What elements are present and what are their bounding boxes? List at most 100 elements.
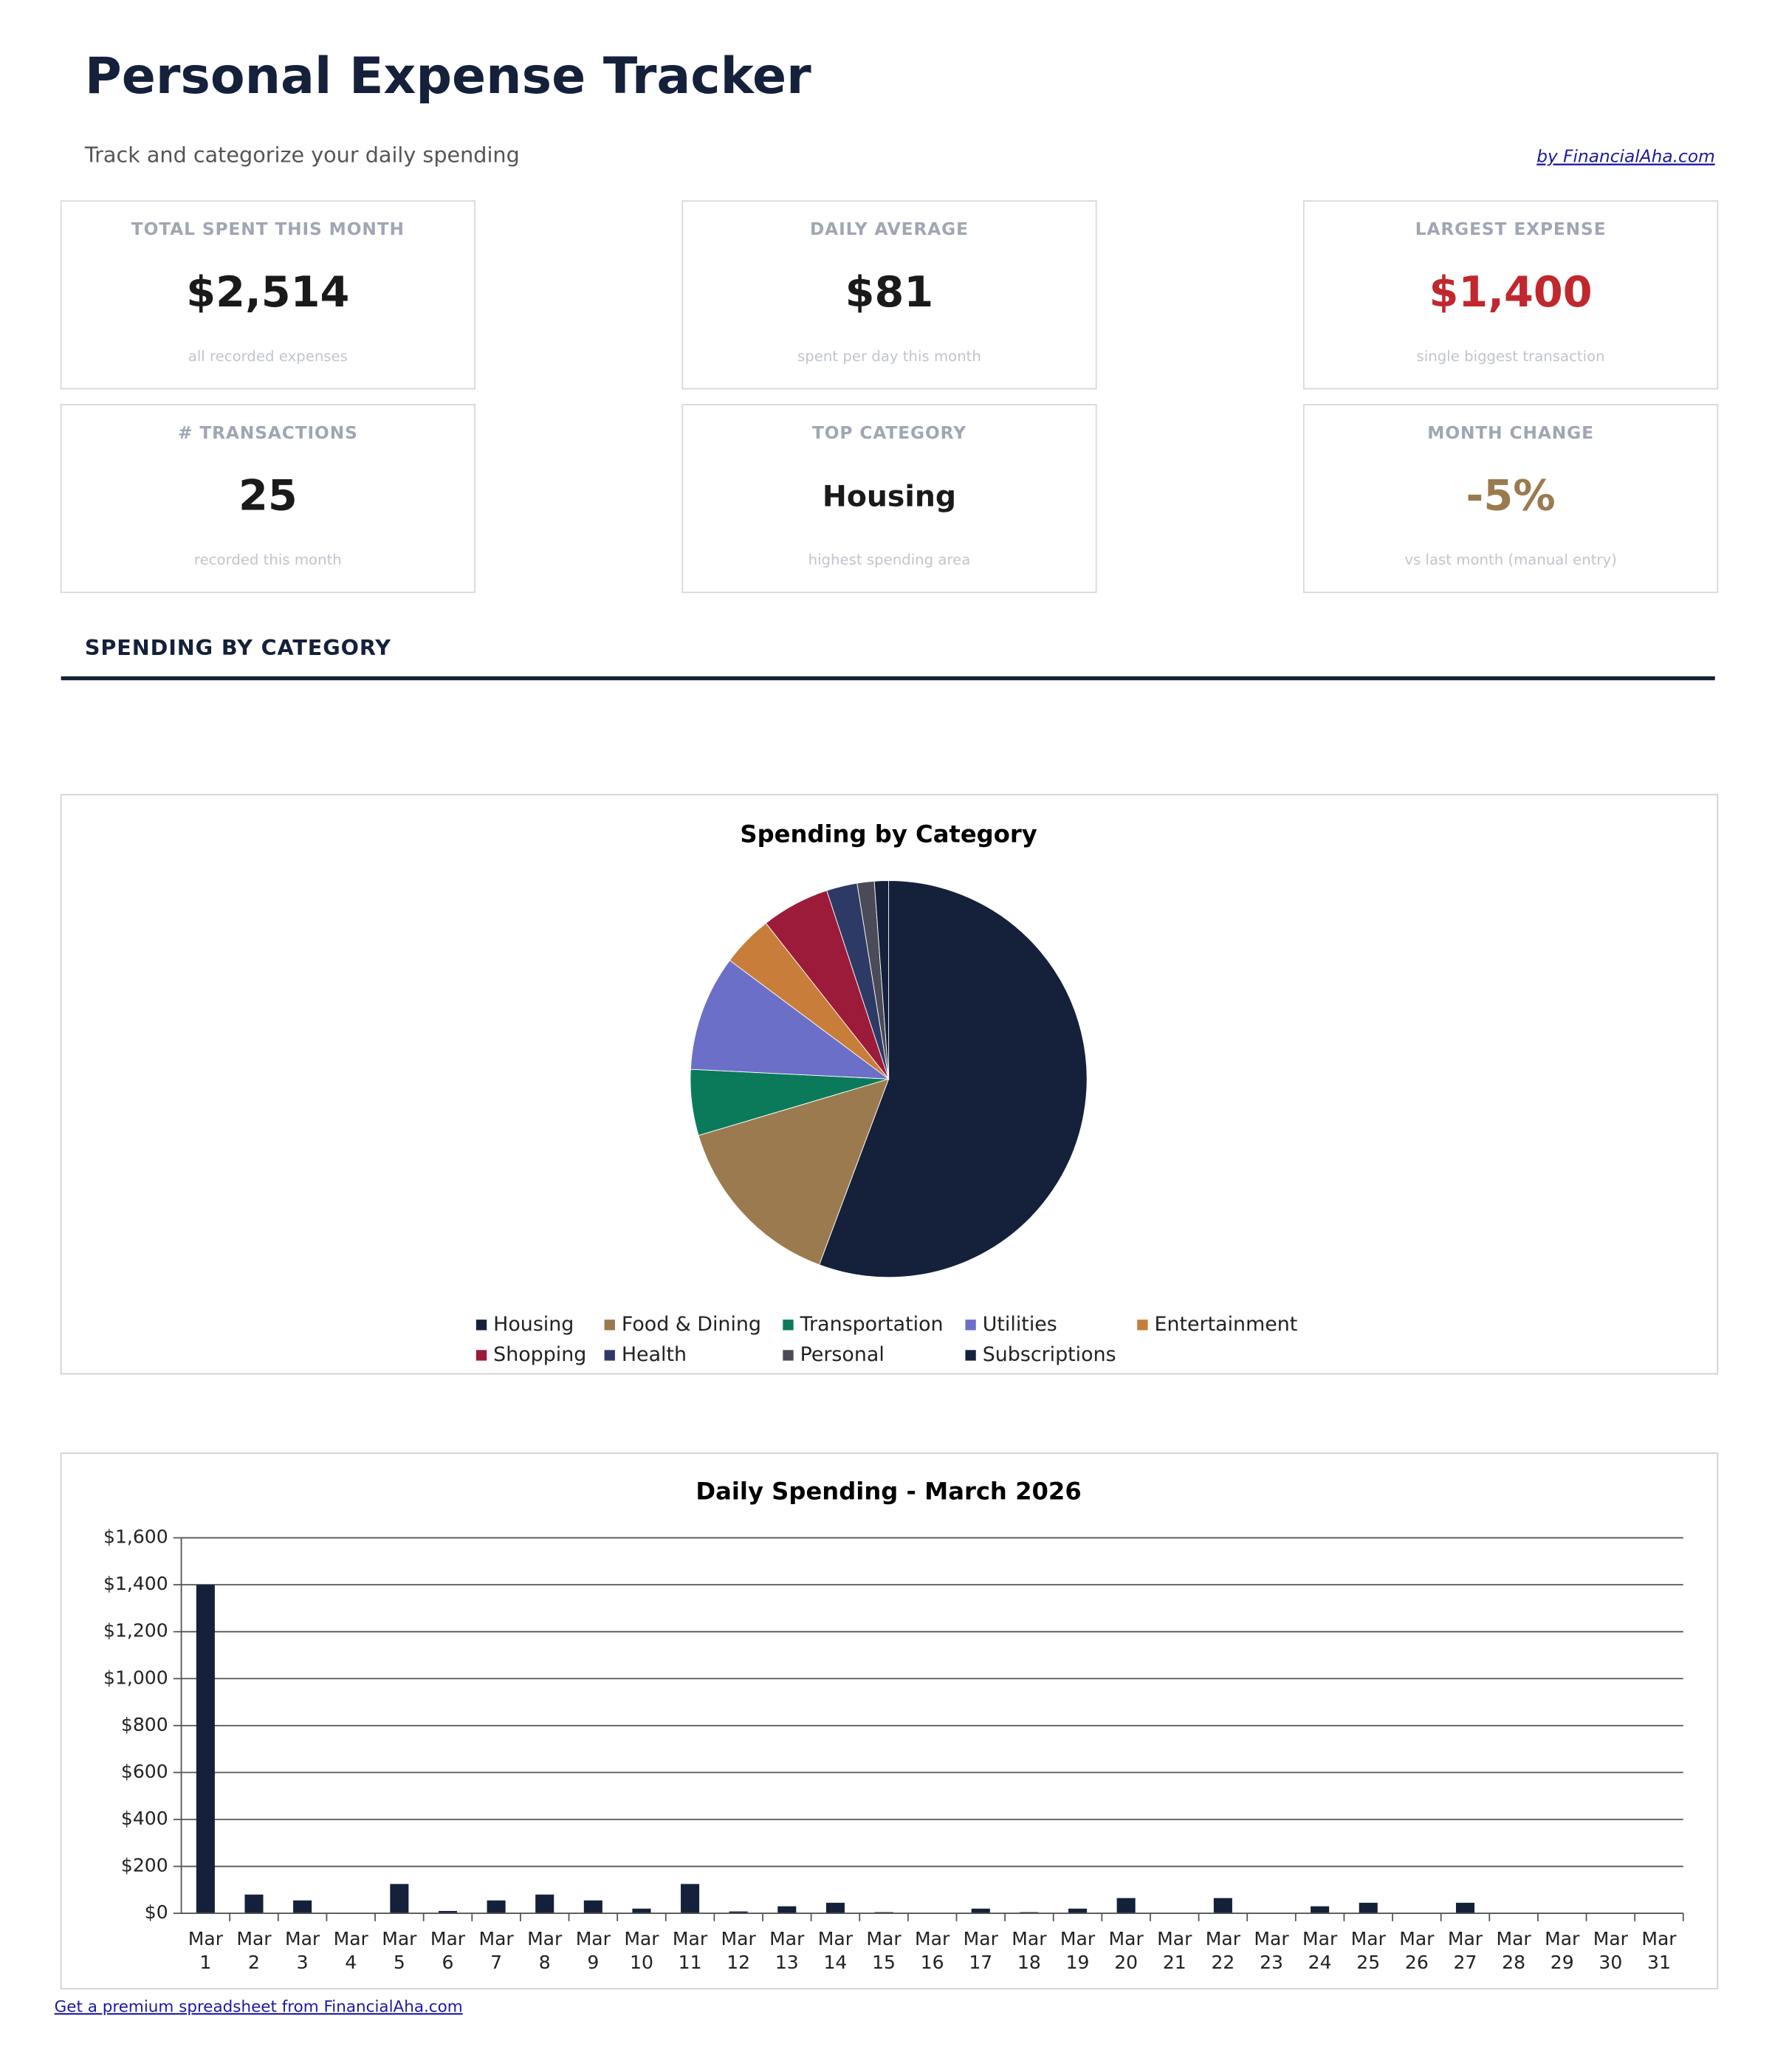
- legend-swatch: [604, 1320, 615, 1331]
- kpi-value: $2,514: [186, 267, 349, 317]
- x-tick-label: Mar 20: [1109, 1928, 1144, 1973]
- legend-swatch: [965, 1350, 976, 1361]
- kpi-note: all recorded expenses: [188, 348, 348, 365]
- y-tick-label: $0: [145, 1901, 168, 1923]
- legend-swatch: [783, 1350, 794, 1361]
- x-tick-label: Mar 7: [478, 1928, 514, 1973]
- legend-label: Entertainment: [1155, 1313, 1298, 1336]
- legend-swatch: [1137, 1320, 1148, 1331]
- bar: [632, 1908, 651, 1914]
- footer-link[interactable]: Get a premium spreadsheet from Financial…: [55, 1997, 463, 2016]
- y-tick-label: $600: [121, 1760, 168, 1782]
- x-tick-label: Mar 22: [1206, 1928, 1241, 1973]
- legend-swatch: [475, 1350, 487, 1361]
- x-tick-label: Mar 10: [624, 1928, 659, 1973]
- kpi-card: [60, 404, 475, 594]
- x-tick-label: Mar 16: [915, 1928, 950, 1973]
- kpi-note: single biggest transaction: [1417, 348, 1605, 365]
- x-tick-label: Mar 30: [1593, 1928, 1629, 1973]
- legend-label: Subscriptions: [983, 1343, 1116, 1366]
- kpi-card: [681, 404, 1097, 594]
- x-tick-label: Mar 5: [382, 1928, 417, 1973]
- bar: [1213, 1898, 1232, 1914]
- bar: [729, 1911, 748, 1914]
- pie-slice: [819, 880, 1088, 1278]
- kpi-label: # TRANSACTIONS: [178, 423, 358, 443]
- bar: [1116, 1898, 1136, 1914]
- kpi-note: highest spending area: [808, 552, 971, 569]
- legend-label: Housing: [493, 1313, 574, 1336]
- x-tick-label: Mar 13: [769, 1928, 805, 1973]
- kpi-note: recorded this month: [194, 552, 342, 569]
- legend-label: Health: [622, 1343, 687, 1366]
- x-tick-label: Mar 21: [1157, 1928, 1192, 1973]
- x-tick-label: Mar 26: [1399, 1928, 1435, 1973]
- x-tick-label: Mar 14: [818, 1928, 854, 1973]
- subtitle: Track and categorize your daily spending: [84, 142, 520, 167]
- bar: [825, 1902, 845, 1914]
- section-title: SPENDING BY CATEGORY: [85, 635, 391, 660]
- bar: [438, 1910, 458, 1914]
- bar: [777, 1906, 797, 1914]
- x-tick-label: Mar 17: [964, 1928, 999, 1973]
- legend-swatch: [783, 1320, 794, 1331]
- kpi-label: MONTH CHANGE: [1427, 423, 1594, 443]
- bar: [583, 1900, 602, 1914]
- kpi-value: -5%: [1466, 471, 1556, 521]
- bar: [487, 1900, 506, 1914]
- pie-slice: [873, 880, 890, 1080]
- y-tick-label: $400: [121, 1808, 168, 1829]
- legend-label: Personal: [800, 1343, 885, 1366]
- kpi-card: [1302, 200, 1719, 390]
- x-tick-label: Mar 9: [576, 1928, 611, 1973]
- x-tick-label: Mar 12: [721, 1928, 757, 1973]
- legend-label: Utilities: [983, 1313, 1057, 1336]
- bar: [681, 1884, 700, 1914]
- x-tick-label: Mar 19: [1060, 1928, 1096, 1973]
- x-tick-label: Mar 31: [1641, 1928, 1677, 1973]
- kpi-label: TOTAL SPENT THIS MONTH: [131, 219, 405, 239]
- bar: [535, 1894, 554, 1914]
- source-link[interactable]: by FinancialAha.com: [1536, 147, 1715, 167]
- page-title: Personal Expense Tracker: [85, 47, 811, 106]
- x-tick-label: Mar 18: [1012, 1928, 1047, 1973]
- x-tick-label: Mar 11: [673, 1928, 708, 1973]
- kpi-card: [681, 200, 1097, 390]
- legend-swatch: [475, 1320, 487, 1331]
- kpi-card: [1302, 404, 1719, 594]
- legend-swatch: [965, 1320, 976, 1331]
- y-tick-label: $1,400: [103, 1573, 168, 1594]
- kpi-label: TOP CATEGORY: [812, 423, 966, 443]
- x-tick-label: Mar 27: [1448, 1928, 1483, 1973]
- kpi-note: spent per day this month: [797, 348, 981, 365]
- kpi-label: LARGEST EXPENSE: [1415, 219, 1607, 239]
- x-tick-label: Mar 3: [285, 1928, 320, 1973]
- kpi-note: vs last month (manual entry): [1404, 552, 1617, 569]
- y-tick-label: $800: [121, 1714, 168, 1735]
- bar: [971, 1908, 990, 1914]
- x-tick-label: Mar 29: [1545, 1928, 1580, 1973]
- x-tick-label: Mar 25: [1351, 1928, 1387, 1973]
- bar: [1311, 1906, 1330, 1914]
- x-tick-label: Mar 28: [1496, 1928, 1531, 1973]
- y-tick-label: $1,000: [103, 1667, 168, 1688]
- bar: [196, 1585, 215, 1914]
- kpi-value: $81: [845, 267, 934, 317]
- x-tick-label: Mar 1: [188, 1928, 224, 1973]
- kpi-value: 25: [238, 471, 298, 521]
- kpi-value: Housing: [823, 480, 956, 514]
- x-tick-label: Mar 8: [527, 1928, 563, 1973]
- x-tick-label: Mar 15: [866, 1928, 902, 1973]
- bar: [293, 1900, 312, 1914]
- legend-label: Transportation: [800, 1313, 944, 1336]
- x-tick-label: Mar 23: [1254, 1928, 1289, 1973]
- pie-slice: [690, 959, 890, 1080]
- x-tick-label: Mar 6: [430, 1928, 466, 1973]
- chart-title: Daily Spending - March 2026: [696, 1478, 1081, 1506]
- bar: [1068, 1908, 1088, 1914]
- bar: [1359, 1902, 1378, 1914]
- kpi-label: DAILY AVERAGE: [810, 219, 969, 239]
- bar: [1455, 1902, 1475, 1914]
